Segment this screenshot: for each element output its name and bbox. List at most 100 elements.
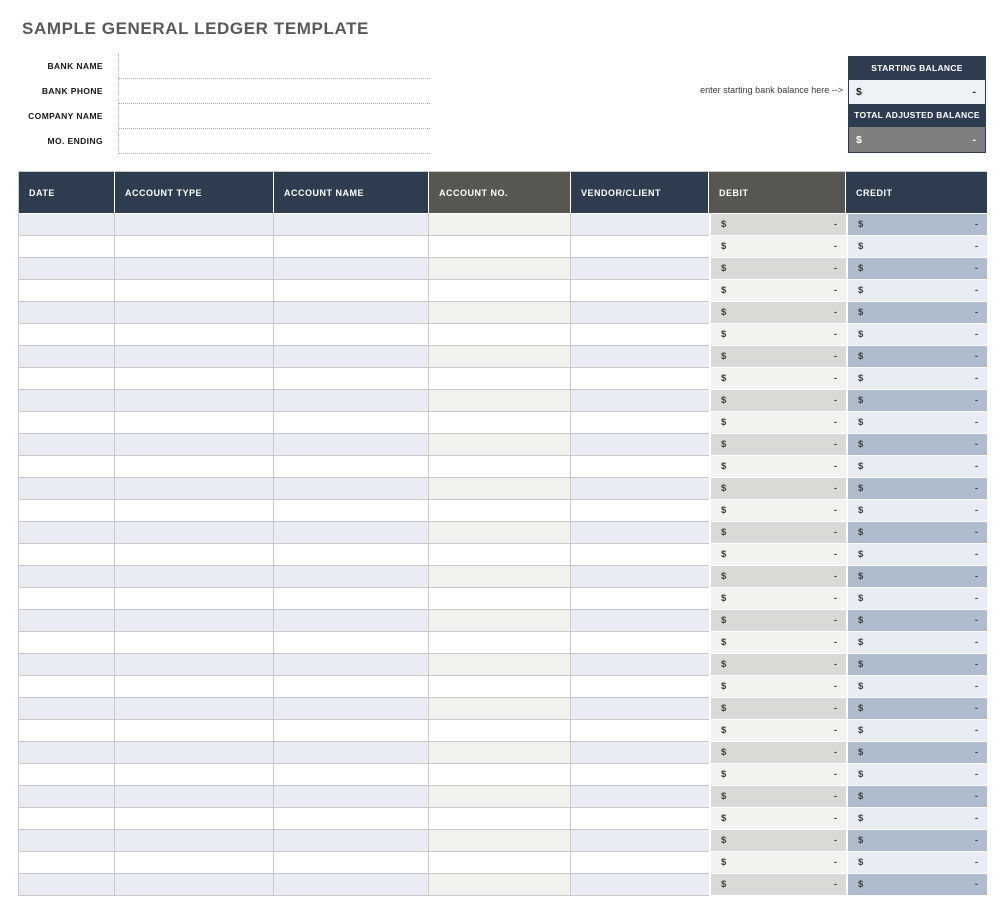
credit-cell[interactable]: $ - xyxy=(846,786,987,808)
account-no-cell[interactable] xyxy=(429,698,571,720)
date-cell[interactable] xyxy=(19,632,115,654)
vendor-client-cell[interactable] xyxy=(571,874,709,896)
account-type-cell[interactable] xyxy=(115,764,274,786)
vendor-client-cell[interactable] xyxy=(571,412,709,434)
account-no-cell[interactable] xyxy=(429,236,571,258)
account-type-cell[interactable] xyxy=(115,742,274,764)
account-type-cell[interactable] xyxy=(115,258,274,280)
account-no-cell[interactable] xyxy=(429,764,571,786)
vendor-client-cell[interactable] xyxy=(571,500,709,522)
debit-cell[interactable]: $ - xyxy=(709,544,846,566)
account-no-cell[interactable] xyxy=(429,280,571,302)
date-cell[interactable] xyxy=(19,566,115,588)
vendor-client-cell[interactable] xyxy=(571,456,709,478)
account-no-cell[interactable] xyxy=(429,258,571,280)
mo-ending-field[interactable] xyxy=(119,129,430,154)
credit-cell[interactable]: $ - xyxy=(846,698,987,720)
account-type-cell[interactable] xyxy=(115,610,274,632)
account-no-cell[interactable] xyxy=(429,500,571,522)
account-name-cell[interactable] xyxy=(274,874,429,896)
date-cell[interactable] xyxy=(19,302,115,324)
adjusted-balance-cell[interactable]: $ - xyxy=(849,127,985,152)
account-name-cell[interactable] xyxy=(274,654,429,676)
date-cell[interactable] xyxy=(19,478,115,500)
account-no-cell[interactable] xyxy=(429,632,571,654)
vendor-client-cell[interactable] xyxy=(571,764,709,786)
credit-cell[interactable]: $ - xyxy=(846,522,987,544)
account-type-cell[interactable] xyxy=(115,632,274,654)
debit-cell[interactable]: $ - xyxy=(709,522,846,544)
account-no-cell[interactable] xyxy=(429,874,571,896)
vendor-client-cell[interactable] xyxy=(571,566,709,588)
date-cell[interactable] xyxy=(19,698,115,720)
account-no-cell[interactable] xyxy=(429,302,571,324)
account-name-cell[interactable] xyxy=(274,808,429,830)
date-cell[interactable] xyxy=(19,830,115,852)
debit-cell[interactable]: $ - xyxy=(709,500,846,522)
debit-cell[interactable]: $ - xyxy=(709,302,846,324)
debit-cell[interactable]: $ - xyxy=(709,808,846,830)
date-cell[interactable] xyxy=(19,258,115,280)
debit-cell[interactable]: $ - xyxy=(709,456,846,478)
vendor-client-cell[interactable] xyxy=(571,742,709,764)
account-type-cell[interactable] xyxy=(115,456,274,478)
vendor-client-cell[interactable] xyxy=(571,654,709,676)
credit-cell[interactable]: $ - xyxy=(846,852,987,874)
credit-cell[interactable]: $ - xyxy=(846,434,987,456)
starting-balance-cell[interactable]: $ - xyxy=(849,80,985,104)
vendor-client-cell[interactable] xyxy=(571,610,709,632)
account-no-cell[interactable] xyxy=(429,478,571,500)
date-cell[interactable] xyxy=(19,544,115,566)
date-cell[interactable] xyxy=(19,852,115,874)
credit-cell[interactable]: $ - xyxy=(846,478,987,500)
account-name-cell[interactable] xyxy=(274,830,429,852)
debit-cell[interactable]: $ - xyxy=(709,764,846,786)
account-no-cell[interactable] xyxy=(429,412,571,434)
company-name-field[interactable] xyxy=(119,104,430,129)
account-type-cell[interactable] xyxy=(115,522,274,544)
credit-cell[interactable]: $ - xyxy=(846,566,987,588)
account-name-cell[interactable] xyxy=(274,632,429,654)
date-cell[interactable] xyxy=(19,280,115,302)
debit-cell[interactable]: $ - xyxy=(709,654,846,676)
debit-cell[interactable]: $ - xyxy=(709,698,846,720)
account-type-cell[interactable] xyxy=(115,786,274,808)
account-name-cell[interactable] xyxy=(274,280,429,302)
date-cell[interactable] xyxy=(19,808,115,830)
bank-name-field[interactable] xyxy=(119,54,430,79)
date-cell[interactable] xyxy=(19,412,115,434)
account-name-cell[interactable] xyxy=(274,544,429,566)
account-name-cell[interactable] xyxy=(274,588,429,610)
credit-cell[interactable]: $ - xyxy=(846,830,987,852)
account-type-cell[interactable] xyxy=(115,808,274,830)
vendor-client-cell[interactable] xyxy=(571,522,709,544)
account-no-cell[interactable] xyxy=(429,742,571,764)
vendor-client-cell[interactable] xyxy=(571,236,709,258)
debit-cell[interactable]: $ - xyxy=(709,478,846,500)
debit-cell[interactable]: $ - xyxy=(709,258,846,280)
account-name-cell[interactable] xyxy=(274,764,429,786)
account-type-cell[interactable] xyxy=(115,346,274,368)
account-type-cell[interactable] xyxy=(115,676,274,698)
credit-cell[interactable]: $ - xyxy=(846,368,987,390)
account-type-cell[interactable] xyxy=(115,566,274,588)
date-cell[interactable] xyxy=(19,434,115,456)
account-type-cell[interactable] xyxy=(115,874,274,896)
account-type-cell[interactable] xyxy=(115,280,274,302)
account-no-cell[interactable] xyxy=(429,456,571,478)
account-type-cell[interactable] xyxy=(115,390,274,412)
vendor-client-cell[interactable] xyxy=(571,324,709,346)
debit-cell[interactable]: $ - xyxy=(709,852,846,874)
vendor-client-cell[interactable] xyxy=(571,786,709,808)
vendor-client-cell[interactable] xyxy=(571,698,709,720)
date-cell[interactable] xyxy=(19,346,115,368)
bank-phone-field[interactable] xyxy=(119,79,430,104)
vendor-client-cell[interactable] xyxy=(571,390,709,412)
account-name-cell[interactable] xyxy=(274,368,429,390)
debit-cell[interactable]: $ - xyxy=(709,390,846,412)
account-type-cell[interactable] xyxy=(115,852,274,874)
date-cell[interactable] xyxy=(19,390,115,412)
date-cell[interactable] xyxy=(19,324,115,346)
debit-cell[interactable]: $ - xyxy=(709,412,846,434)
credit-cell[interactable]: $ - xyxy=(846,214,987,236)
